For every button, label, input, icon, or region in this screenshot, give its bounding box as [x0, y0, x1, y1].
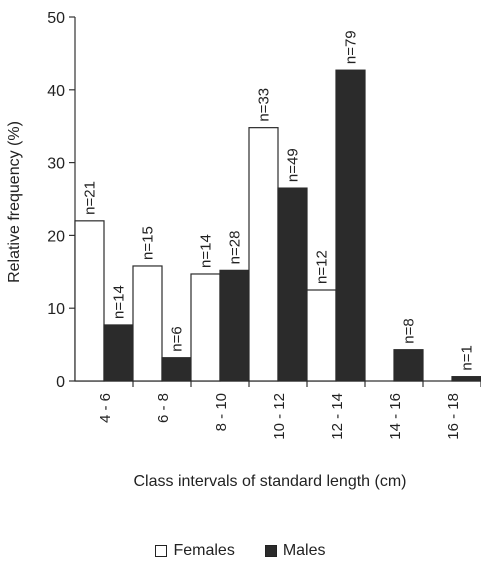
- data-label-females-0: n=21: [82, 181, 99, 215]
- bar-males-6: [451, 376, 481, 382]
- data-label-males-6: n=1: [459, 345, 476, 370]
- data-label-males-3: n=49: [285, 148, 302, 182]
- data-label-males-4: n=79: [343, 30, 360, 64]
- x-tick-label-4: 12 - 14: [329, 393, 346, 440]
- legend: Females Males: [0, 540, 481, 562]
- data-label-males-0: n=14: [111, 285, 128, 319]
- y-tick-label: 30: [47, 156, 65, 173]
- bar-males-4: [335, 69, 366, 382]
- x-tick-label-0: 4 - 6: [97, 393, 114, 423]
- legend-swatch-females: [155, 545, 168, 557]
- legend-label-males: Males: [282, 542, 326, 559]
- data-label-females-1: n=15: [140, 226, 157, 260]
- bar-females-2: [190, 273, 221, 382]
- bar-males-2: [219, 269, 250, 382]
- bar-females-4: [306, 289, 337, 382]
- y-tick-label: 40: [47, 83, 65, 100]
- x-tick-label-3: 10 - 12: [271, 393, 288, 440]
- x-tick-label-6: 16 - 18: [445, 393, 462, 440]
- bar-males-3: [277, 187, 308, 382]
- x-tick-label-2: 8 - 10: [213, 393, 230, 431]
- data-label-males-2: n=28: [227, 231, 244, 265]
- data-label-females-3: n=33: [256, 88, 273, 122]
- x-tick-label-1: 6 - 8: [155, 393, 172, 423]
- chart: 0 10 20 30 40 50 Relative frequency (%) n=21 n=1…: [6, 10, 481, 490]
- data-label-females-4: n=12: [314, 250, 331, 284]
- y-tick-label: 0: [56, 374, 65, 391]
- bar-females-0: [74, 220, 105, 382]
- bar-males-0: [103, 324, 134, 382]
- x-tick-label-5: 14 - 16: [387, 393, 404, 440]
- y-axis-title: Relative frequency (%): [6, 121, 23, 283]
- legend-item-females: Females: [155, 542, 235, 560]
- legend-label-females: Females: [173, 542, 235, 559]
- y-tick-label: 50: [47, 10, 65, 27]
- x-axis-title: Class intervals of standard length (cm): [134, 473, 407, 490]
- bar-females-1: [132, 265, 163, 382]
- data-label-males-5: n=8: [401, 318, 418, 343]
- bar-females-3: [248, 127, 279, 382]
- data-label-females-2: n=14: [198, 234, 215, 268]
- legend-swatch-males: [264, 545, 277, 557]
- data-label-males-1: n=6: [169, 326, 186, 351]
- bar-males-5: [393, 349, 424, 382]
- y-tick-label: 10: [47, 301, 65, 318]
- legend-item-males: Males: [264, 542, 326, 560]
- bar-males-1: [161, 357, 192, 382]
- y-tick-label: 20: [47, 228, 65, 245]
